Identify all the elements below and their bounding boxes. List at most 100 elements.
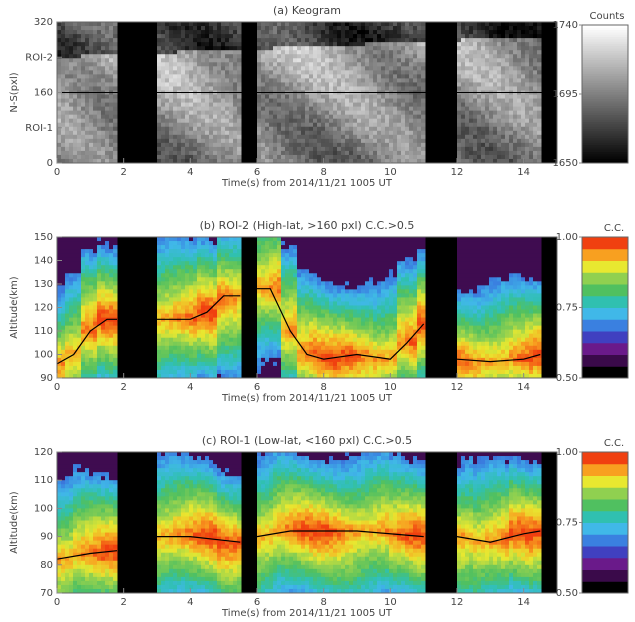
heatmap-cell [77, 98, 82, 104]
heatmap-cell [345, 94, 350, 100]
heatmap-cell [189, 321, 194, 327]
heatmap-cell [461, 58, 466, 63]
heatmap-cell [65, 118, 70, 124]
heatmap-cell [113, 245, 118, 250]
heatmap-cell [457, 66, 462, 71]
heatmap-cell [81, 98, 86, 104]
heatmap-cell [469, 138, 474, 144]
heatmap-cell [177, 281, 182, 286]
heatmap-cell [209, 257, 214, 262]
heatmap-cell [397, 138, 402, 144]
heatmap-cell [493, 34, 498, 39]
heatmap-cell [261, 365, 266, 371]
heatmap-cell [533, 154, 538, 160]
heatmap-cell [185, 241, 190, 246]
heatmap-cell [229, 281, 234, 286]
heatmap-cell [113, 62, 118, 67]
heatmap-cell [197, 22, 202, 27]
heatmap-cell [233, 74, 238, 79]
heatmap-cell [113, 265, 118, 270]
colorbar-segment [582, 137, 628, 141]
heatmap-cell [313, 154, 318, 160]
heatmap-cell [417, 110, 422, 116]
heatmap-cell [65, 269, 70, 274]
heatmap-cell [385, 70, 390, 75]
heatmap-cell [177, 30, 182, 35]
heatmap-cell [165, 365, 170, 371]
heatmap-cell [485, 98, 490, 104]
heatmap-cell [341, 118, 346, 124]
heatmap-cell [497, 78, 502, 83]
heatmap-cell [277, 38, 282, 43]
heatmap-cell [285, 94, 290, 100]
heatmap-cell [201, 333, 206, 339]
heatmap-cell [173, 289, 178, 294]
heatmap-cell [473, 154, 478, 160]
heatmap-cell [525, 58, 530, 63]
heatmap-cell [505, 106, 510, 112]
heatmap-cell [181, 106, 186, 112]
heatmap-cell [109, 158, 114, 164]
heatmap-cell [277, 118, 282, 124]
heatmap-cell [337, 62, 342, 67]
heatmap-cell [537, 82, 542, 87]
heatmap-cell [385, 146, 390, 152]
heatmap-cell [537, 130, 542, 136]
heatmap-cell [269, 110, 274, 116]
colorbar-segment [582, 36, 628, 40]
heatmap-cell [345, 114, 350, 120]
heatmap-cell [161, 257, 166, 262]
heatmap-cell [293, 30, 298, 35]
heatmap-cell [261, 281, 266, 286]
heatmap-cell [213, 134, 218, 140]
heatmap-cell [273, 285, 278, 290]
heatmap-cell [73, 54, 78, 59]
heatmap-cell [309, 146, 314, 152]
heatmap-cell [277, 46, 282, 51]
heatmap-cell [113, 146, 118, 152]
heatmap-cell [109, 66, 114, 71]
heatmap-cell [201, 86, 206, 91]
heatmap-cell [73, 305, 78, 311]
heatmap-cell [73, 70, 78, 75]
heatmap-cell [185, 333, 190, 339]
heatmap-cell [265, 62, 270, 67]
heatmap-cell [157, 50, 162, 55]
heatmap-cell [229, 357, 234, 363]
heatmap-cell [457, 54, 462, 59]
heatmap-cell [161, 54, 166, 59]
heatmap-cell [273, 245, 278, 250]
heatmap-cell [85, 285, 90, 290]
heatmap-cell [261, 361, 266, 367]
heatmap-cell [353, 146, 358, 152]
heatmap-cell [457, 110, 462, 116]
heatmap-cell [401, 54, 406, 59]
heatmap-cell [65, 249, 70, 254]
heatmap-cell [477, 38, 482, 43]
heatmap-cell [177, 42, 182, 47]
heatmap-cell [269, 321, 274, 327]
heatmap-cell [173, 369, 178, 375]
heatmap-cell [197, 249, 202, 254]
heatmap-cell [361, 66, 366, 71]
heatmap-cell [493, 38, 498, 43]
heatmap-cell [89, 293, 94, 298]
colorbar-segment [582, 128, 628, 132]
heatmap-cell [337, 114, 342, 120]
heatmap-cell [461, 78, 466, 83]
heatmap-cell [533, 130, 538, 136]
heatmap-cell [177, 78, 182, 83]
heatmap-cell [257, 34, 262, 39]
heatmap-cell [181, 50, 186, 55]
heatmap-cell [221, 241, 226, 246]
heatmap-cell [329, 118, 334, 124]
heatmap-cell [201, 126, 206, 132]
heatmap-cell [269, 130, 274, 136]
heatmap-cell [193, 46, 198, 51]
heatmap-cell [217, 317, 222, 323]
heatmap-cell [309, 118, 314, 124]
heatmap-cell [157, 134, 162, 140]
heatmap-cell [229, 361, 234, 367]
heatmap-cell [81, 341, 86, 347]
heatmap-cell [345, 142, 350, 148]
